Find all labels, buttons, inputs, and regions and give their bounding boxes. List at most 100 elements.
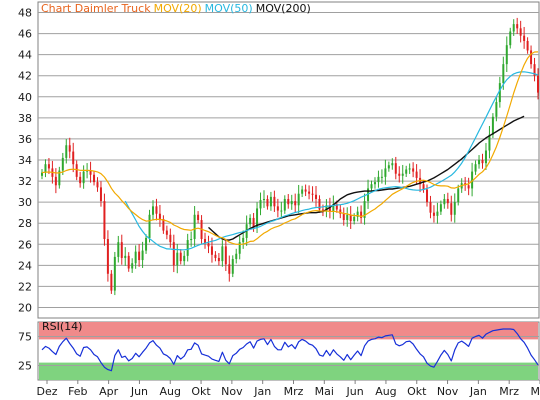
candle-body — [44, 164, 47, 173]
x-tick-label: Mrz — [499, 385, 519, 398]
x-tick-label: Jun — [346, 385, 364, 398]
candle-body — [86, 170, 89, 172]
candle-body — [318, 198, 321, 210]
candle-body — [231, 259, 234, 274]
y-tick-label: 32 — [18, 175, 32, 188]
x-tick-label: Nov — [437, 385, 459, 398]
candle-body — [505, 45, 508, 65]
y-tick-label: 34 — [18, 154, 32, 167]
candle-body — [96, 182, 99, 188]
candle-body — [439, 204, 442, 212]
candle-body — [256, 208, 259, 228]
candle-body — [82, 171, 85, 184]
candle-body — [68, 145, 71, 152]
candle-body — [405, 169, 408, 174]
legend-item: MOV(50) — [205, 2, 253, 15]
legend-item: MOV(200) — [256, 2, 311, 15]
y-tick-label: 20 — [18, 301, 32, 314]
y-tick-label: 24 — [18, 259, 32, 272]
candle-body — [491, 116, 494, 135]
candle-body — [346, 214, 349, 221]
candle-body — [422, 184, 425, 190]
candle-body — [197, 214, 200, 221]
candle-body — [519, 28, 522, 36]
candle-body — [158, 213, 161, 219]
candle-body — [172, 242, 175, 266]
candle-body — [280, 210, 283, 212]
candle-body — [238, 242, 241, 254]
candle-body — [484, 150, 487, 164]
candle-body — [315, 194, 318, 199]
candle-body — [134, 251, 137, 264]
candle-body — [113, 256, 116, 291]
chart-legend: Chart Daimler Truck MOV(20) MOV(50) MOV(200… — [41, 2, 311, 15]
mov50-line — [124, 71, 539, 251]
candle-body — [269, 196, 272, 207]
candle-body — [498, 83, 501, 103]
candle-body — [387, 165, 390, 169]
candle-body — [266, 198, 269, 207]
candle-body — [353, 216, 356, 222]
x-tick-label: Mrz — [284, 385, 304, 398]
candle-body — [408, 168, 411, 170]
candle-body — [217, 257, 220, 262]
rsi-plot: 25 75 Dez Feb Apr Jun Aug Okt Nov Jan Mrz Mai Jun Aug… — [18, 321, 540, 398]
candle-body — [533, 64, 536, 76]
candle-body — [526, 40, 529, 51]
rsi-title: RSI(14) — [42, 320, 82, 333]
candle-body — [360, 211, 363, 218]
candle-body — [339, 209, 342, 214]
candle-body — [58, 170, 61, 186]
candle-body — [401, 173, 404, 176]
candle-body — [190, 239, 193, 241]
candle-body — [436, 211, 439, 216]
candle-body — [120, 242, 123, 258]
candle-body — [509, 31, 512, 46]
candle-body — [124, 255, 127, 258]
x-tick-label: Jan — [253, 385, 271, 398]
x-tick-label: M — [531, 385, 540, 398]
candle-body — [65, 145, 68, 158]
candle-body — [328, 205, 331, 212]
candle-body — [210, 246, 213, 255]
rsi-band — [39, 322, 538, 340]
candle-body — [537, 75, 539, 93]
rsi-y-tick-label: 25 — [18, 360, 32, 373]
candle-body — [235, 253, 238, 260]
candle-body — [54, 176, 57, 186]
rsi-line — [41, 328, 539, 372]
candle-body — [308, 191, 311, 194]
x-tick-label: Feb — [68, 385, 87, 398]
candle-body — [221, 246, 224, 262]
candle-body — [183, 255, 186, 262]
y-tick-label: 22 — [18, 280, 32, 293]
y-tick-label: 28 — [18, 217, 32, 230]
candle-body — [370, 184, 373, 189]
candle-body — [457, 188, 460, 203]
x-tick-label: Okt — [407, 385, 427, 398]
candle-body — [252, 217, 255, 228]
candle-body — [155, 206, 158, 214]
x-tick-label: Dez — [36, 385, 57, 398]
candle-body — [523, 35, 526, 41]
candle-body — [304, 189, 307, 192]
candle-body — [106, 239, 109, 274]
candle-body — [79, 176, 82, 184]
rsi-y-tick-label: 75 — [18, 331, 32, 344]
y-tick-label: 30 — [18, 196, 32, 209]
candle-body — [207, 243, 210, 247]
candle-body — [432, 212, 435, 216]
candle-body — [478, 160, 481, 165]
candle-body — [141, 250, 144, 261]
candle-body — [262, 198, 265, 201]
candle-body — [151, 206, 154, 215]
candle-body — [47, 164, 50, 169]
candle-body — [429, 202, 432, 213]
candle-body — [131, 263, 134, 269]
candle-body — [204, 239, 207, 244]
candle-body — [193, 214, 196, 239]
candle-body — [325, 205, 328, 212]
candle-body — [301, 189, 304, 194]
y-tick-label: 48 — [18, 7, 32, 20]
